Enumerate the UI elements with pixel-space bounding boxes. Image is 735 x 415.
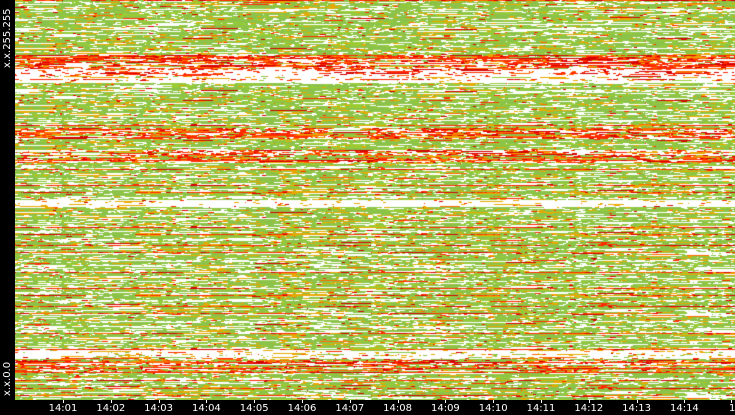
- y-axis: x.x.255.255 x.x.0.0: [0, 0, 15, 400]
- x-axis-tick: [254, 400, 256, 403]
- x-axis-tick: [158, 400, 160, 403]
- y-axis-label-top: x.x.255.255: [2, 8, 13, 68]
- x-axis-tick-label: 14:09: [430, 403, 460, 414]
- x-axis-tick: [63, 400, 64, 403]
- x-axis-tick-label: 14:12: [574, 403, 604, 414]
- x-axis: 14:01 14:02 14:03 14:04 14:05 14:06 14:07 14:08…: [15, 400, 735, 415]
- x-axis-tick-label: 14:02: [96, 403, 126, 414]
- y-axis-label-bottom: x.x.0.0: [2, 361, 13, 396]
- x-axis-tick-label: 14:11: [526, 403, 556, 414]
- x-axis-tick: [588, 400, 590, 403]
- x-axis-tick-label: 14: [729, 403, 735, 414]
- x-axis-tick-label: 14:07: [335, 403, 365, 414]
- x-axis-tick-label: 14:10: [478, 403, 508, 414]
- x-axis-tick: [684, 400, 686, 403]
- x-axis-tick-label: 14:08: [383, 403, 413, 414]
- x-axis-tick: [110, 400, 112, 403]
- x-axis-tick: [349, 400, 351, 403]
- x-axis-tick-label: 14:04: [191, 403, 221, 414]
- x-axis-tick-label: 14:05: [239, 403, 269, 414]
- x-axis-tick: [541, 400, 542, 403]
- x-axis-tick: [445, 400, 447, 403]
- x-axis-tick: [636, 400, 638, 403]
- x-axis-tick-label: 14:13: [622, 403, 652, 414]
- x-axis-tick: [493, 400, 495, 403]
- traffic-heatmap[interactable]: [15, 0, 735, 400]
- x-axis-tick-label: 14:03: [144, 403, 174, 414]
- x-axis-tick: [206, 400, 208, 403]
- x-axis-tick-label: 14:06: [287, 403, 317, 414]
- x-axis-tick: [302, 400, 303, 403]
- x-axis-tick-label: 14:14: [669, 403, 699, 414]
- x-axis-tick: [731, 400, 732, 403]
- x-axis-tick: [397, 400, 399, 403]
- x-axis-tick-label: 14:01: [48, 403, 78, 414]
